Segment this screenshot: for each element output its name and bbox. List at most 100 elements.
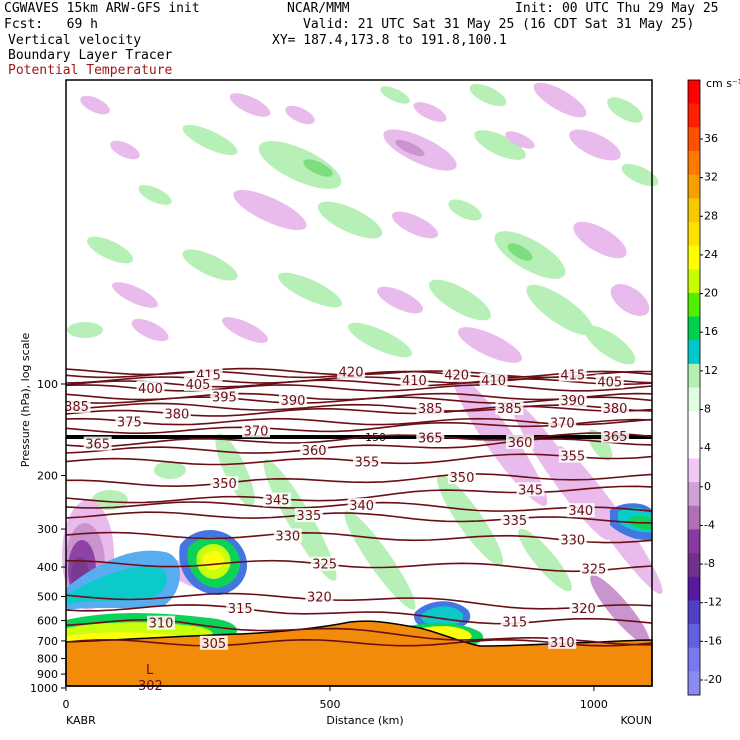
theta-label-bg <box>226 600 255 615</box>
theta-label: 360 <box>302 444 327 459</box>
theta-label: 415 <box>560 368 585 383</box>
theta-contour-320 <box>65 592 653 610</box>
colorbar-frame <box>687 79 701 696</box>
x-tick-label: 500 <box>319 698 340 711</box>
theta-label: 340 <box>568 504 593 519</box>
colorbar-swatch <box>688 103 700 128</box>
theta-contour-395 <box>65 392 653 401</box>
theta-label: 375 <box>117 416 142 431</box>
forecast-hour: Fcst: 69 h <box>4 17 98 32</box>
colorbar-swatch <box>688 671 700 696</box>
colorbar-label: 16 <box>704 325 718 338</box>
y-tick-label: 400 <box>37 561 58 574</box>
colorbar-label: 8 <box>704 403 711 416</box>
y-tick-label: 1000 <box>30 682 58 695</box>
colorbar-swatch <box>688 80 700 105</box>
theta-label: 410 <box>481 374 506 389</box>
plot-frame <box>65 79 653 687</box>
theta-label: 380 <box>164 407 189 422</box>
theta-label-bg <box>279 393 308 408</box>
theta-label: 405 <box>186 378 211 393</box>
colorbar-swatch <box>688 529 700 554</box>
colorbar-swatch <box>688 174 700 199</box>
colorbar-swatch <box>688 458 700 483</box>
theta-label: 410 <box>402 374 427 389</box>
y-axis-label: Pressure (hPa), log scale <box>19 333 32 468</box>
colorbar-label: 0 <box>704 480 711 493</box>
model-title: CGWAVES 15km ARW-GFS init <box>4 1 200 16</box>
theta-label-bg <box>558 448 587 463</box>
theta-label: 310 <box>149 617 174 632</box>
theta-label: 420 <box>339 366 364 381</box>
theta-label-bg <box>569 600 598 615</box>
colorbar-label: -4 <box>704 518 715 531</box>
colorbar-swatch <box>688 576 700 601</box>
theta-label: 385 <box>497 402 522 417</box>
colorbar-swatch <box>688 363 700 388</box>
colorbar-swatch <box>688 221 700 247</box>
theta-label-bg <box>479 372 508 387</box>
low-marker: L <box>146 663 154 678</box>
theta-label: 335 <box>502 514 527 529</box>
theta-label: 315 <box>502 616 527 631</box>
theta-label: 325 <box>312 558 337 573</box>
theta-label: 365 <box>603 430 628 445</box>
theta-label: 355 <box>355 456 380 471</box>
colorbar-swatch <box>688 647 700 672</box>
theta-label-bg <box>62 398 91 413</box>
theta-label-bg <box>310 556 339 571</box>
theta-label: 310 <box>550 636 575 651</box>
theta-label: 395 <box>212 391 237 406</box>
colorbar-units: cm s⁻¹ <box>706 77 740 90</box>
theta-label: 335 <box>296 509 321 524</box>
theta-label-bg <box>300 443 329 458</box>
theta-label-bg <box>558 532 587 547</box>
theta-label-bg <box>136 380 165 395</box>
theta-label-bg <box>548 415 577 430</box>
theta-label-bg <box>83 436 112 451</box>
colorbar-swatch <box>688 387 700 412</box>
colorbar-swatch <box>688 553 700 578</box>
colorbar-label: -8 <box>704 557 715 570</box>
theta-label: 350 <box>212 477 237 492</box>
colorbar-swatch <box>688 269 700 294</box>
x-axis-ticks: 0 500 1000 <box>63 686 608 711</box>
theta-label: 370 <box>244 424 269 439</box>
theta-label-bg <box>305 589 334 604</box>
field-bl-tracer: Boundary Layer Tracer <box>8 48 173 63</box>
theta-label-bg <box>495 401 524 416</box>
colorbar-swatch <box>688 482 700 507</box>
y-tick-label: 300 <box>37 523 58 536</box>
theta-label: 385 <box>64 400 89 415</box>
theta-label: 330 <box>275 529 300 544</box>
theta-label-bg <box>579 561 608 576</box>
theta-contour-335 <box>65 511 653 524</box>
colorbar-swatch <box>688 245 700 270</box>
colorbar-swatch <box>688 600 700 625</box>
theta-label-bg <box>548 634 577 649</box>
colorbar-swatch <box>688 434 700 459</box>
colorbar: 36 32 28 24 20 16 12 8 4 0 -4 -8 -12 -16 -20 <box>687 79 722 696</box>
theta-label: 390 <box>560 394 585 409</box>
theta-label: 320 <box>571 602 596 617</box>
wave-pattern-upper <box>67 82 659 365</box>
colorbar-swatch <box>688 292 700 318</box>
theta-label: 400 <box>138 382 163 397</box>
theta-label-bg <box>210 389 239 404</box>
colorbar-label: 28 <box>704 209 718 222</box>
y-tick-label: 100 <box>37 378 58 391</box>
theta-label: 370 <box>550 417 575 432</box>
theta-label-bg <box>558 393 587 408</box>
colorbar-label: 32 <box>704 171 718 184</box>
theta-label-bg <box>115 414 144 429</box>
colorbar-swatch <box>688 340 700 365</box>
theta-contour-325 <box>65 559 653 573</box>
theta-label-bg <box>199 635 228 650</box>
theta-label: 325 <box>582 563 607 578</box>
theta-label-bg <box>558 367 587 382</box>
theta-label: 345 <box>265 494 290 509</box>
theta-label-bg <box>416 401 445 416</box>
theta-label: 420 <box>444 368 469 383</box>
theta-label-bg <box>162 406 191 421</box>
